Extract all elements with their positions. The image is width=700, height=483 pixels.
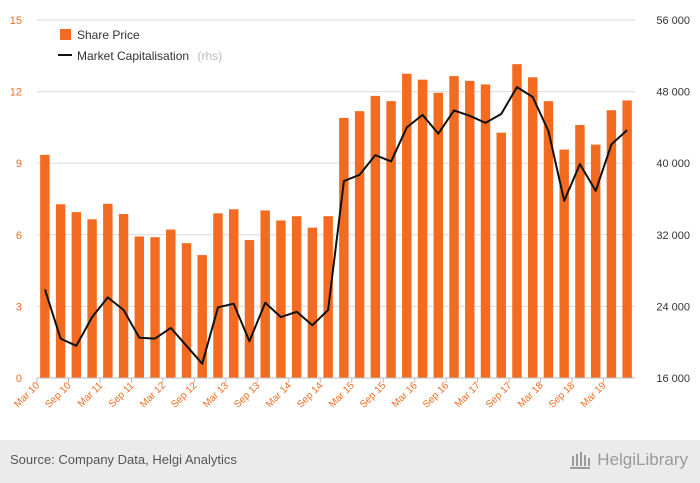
footer: Source: Company Data, Helgi Analytics He… <box>0 440 700 483</box>
x-tick-label: Sep 15 <box>358 380 388 410</box>
share-price-bar <box>323 216 333 378</box>
x-tick-label: Mar 12 <box>138 380 168 410</box>
share-price-bar <box>213 213 223 378</box>
y-left-tick-label: 3 <box>16 301 22 313</box>
share-price-bar <box>465 80 475 379</box>
share-price-bar <box>134 236 145 378</box>
x-tick-label: Sep 11 <box>107 380 137 410</box>
share-price-bar <box>417 79 428 379</box>
share-price-bar <box>449 76 459 378</box>
share-price-bar <box>228 209 239 378</box>
share-price-bar <box>512 64 522 379</box>
share-price-bar <box>606 110 617 378</box>
y-left-tick-label: 15 <box>10 15 22 27</box>
legend-label-rhs: (rhs) <box>198 49 223 63</box>
share-price-bar <box>150 237 160 378</box>
y-left-tick-label: 9 <box>16 158 22 170</box>
legend-label-share-price: Share Price <box>77 28 140 42</box>
share-price-bar <box>339 117 349 378</box>
share-price-bar <box>260 210 270 378</box>
legend-label-market-cap-group: Market Capitalisation (rhs) <box>77 47 222 64</box>
share-price-bar <box>402 73 412 378</box>
share-price-bar <box>370 95 381 379</box>
x-tick-label: Mar 19 <box>579 380 609 410</box>
y-right-tick-label: 48 000 <box>656 87 690 99</box>
share-price-bar <box>543 101 554 378</box>
y-left-tick-label: 6 <box>16 230 22 242</box>
x-tick-label: Sep 10 <box>43 380 73 410</box>
axes <box>36 377 635 383</box>
share-price-bar <box>291 216 302 378</box>
share-price-bar <box>354 111 365 379</box>
share-price-bar <box>480 84 491 378</box>
share-price-bar <box>559 149 569 378</box>
share-price-bar <box>496 132 506 378</box>
share-price-bar <box>575 125 585 378</box>
share-price-bar <box>55 204 66 378</box>
x-tick-label: Mar 13 <box>201 380 231 410</box>
legend-label-market-cap: Market Capitalisation <box>77 49 189 63</box>
legend-swatch-share-price <box>60 29 71 40</box>
brand-name: HelgiLibrary <box>597 450 688 469</box>
x-tick-label: Sep 13 <box>232 380 262 410</box>
x-tick-label: Sep 12 <box>169 380 199 410</box>
x-tick-label: Mar 16 <box>390 380 420 410</box>
y-right-tick-label: 16 000 <box>656 373 690 385</box>
x-tick-label: Sep 18 <box>547 380 577 410</box>
x-tick-label: Mar 14 <box>264 380 294 410</box>
market-cap-line-group <box>43 86 628 365</box>
share-price-bar <box>244 240 255 378</box>
share-price-bar <box>590 144 601 378</box>
legend: Share Price Market Capitalisation (rhs) <box>58 28 222 64</box>
share-price-market-cap-chart: 0 16 000 3 24 000 6 32 000 9 40 000 12 48 000 15 56… <box>10 15 690 411</box>
x-tick-label: Mar 11 <box>76 380 106 410</box>
share-price-bar <box>197 255 207 378</box>
library-building-icon <box>570 452 591 469</box>
share-price-bars <box>40 64 632 379</box>
share-price-bar <box>166 229 176 378</box>
x-tick-label: Mar 17 <box>453 380 483 410</box>
y-right-tick-label: 56 000 <box>656 15 690 27</box>
y-left-tick-label: 12 <box>10 87 22 99</box>
share-price-bar <box>87 219 97 378</box>
share-price-bar <box>527 77 538 378</box>
share-price-bar <box>307 227 318 378</box>
x-tick-label: Sep 16 <box>421 380 451 410</box>
share-price-bar <box>71 212 82 378</box>
market-cap-line <box>43 86 628 365</box>
x-tick-label: Sep 17 <box>484 380 514 410</box>
y-right-tick-label: 40 000 <box>656 158 690 170</box>
x-tick-label: Mar 15 <box>327 380 357 410</box>
x-tick-label: Sep 14 <box>295 380 325 410</box>
share-price-bar <box>181 243 192 378</box>
share-price-bar <box>276 220 286 378</box>
y-right-tick-label: 24 000 <box>656 301 690 313</box>
share-price-bar <box>40 154 50 378</box>
share-price-bar <box>103 203 113 378</box>
source-note: Source: Company Data, Helgi Analytics <box>10 452 237 467</box>
share-price-bar <box>118 214 129 378</box>
share-price-bar <box>433 92 444 378</box>
y-left-tick-label: 0 <box>16 373 22 385</box>
helgi-library-logo: HelgiLibrary <box>569 450 688 470</box>
x-tick-label: Mar 18 <box>516 380 546 410</box>
y-right-tick-label: 32 000 <box>656 230 690 242</box>
share-price-bar <box>622 100 632 378</box>
share-price-bar <box>386 101 396 378</box>
